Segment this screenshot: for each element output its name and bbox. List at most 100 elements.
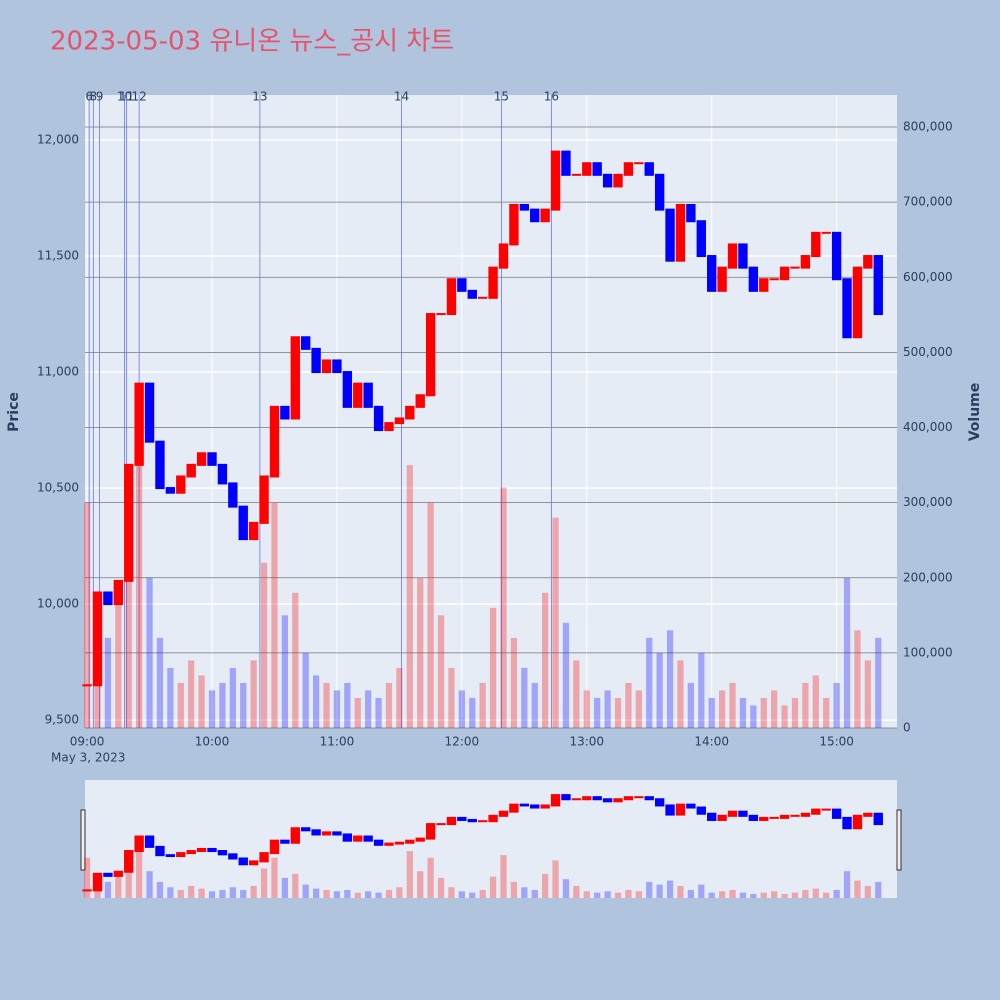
candle	[248, 521, 259, 541]
y-tick-label: 10,500	[37, 481, 79, 495]
candle	[592, 162, 602, 176]
candle	[571, 173, 582, 176]
mini-volume-bar	[469, 892, 476, 898]
mini-candle	[353, 835, 363, 842]
volume-bar	[125, 540, 132, 728]
range-handle[interactable]	[896, 809, 902, 871]
volume-bar	[156, 637, 164, 728]
volume-bar	[406, 465, 413, 728]
x-sublabel: May 3, 2023	[51, 751, 125, 765]
mini-candle	[488, 814, 498, 823]
mini-volume-bar	[323, 889, 330, 898]
candle	[238, 505, 248, 541]
candle	[134, 382, 144, 466]
candle	[613, 173, 623, 188]
candle	[321, 359, 332, 374]
mini-volume-bar	[542, 873, 549, 898]
candle	[759, 278, 769, 292]
volume-bar	[302, 652, 309, 728]
mini-candle	[144, 835, 155, 848]
volume-bar	[739, 697, 747, 728]
candle	[634, 162, 644, 165]
volume-bar	[729, 682, 736, 728]
mini-volume-bar	[552, 860, 559, 898]
range-slider[interactable]	[85, 780, 897, 898]
candle	[602, 173, 613, 188]
mini-candle	[405, 839, 415, 844]
candle	[82, 684, 92, 687]
volume-bar	[375, 697, 382, 728]
volume-bar	[385, 682, 393, 728]
mini-volume-bar	[604, 891, 611, 898]
volume-bar	[625, 682, 632, 728]
mini-volume-bar	[136, 837, 143, 898]
volume-bar	[875, 637, 882, 728]
event-label: 12	[131, 90, 146, 104]
volume-bar	[417, 577, 424, 728]
mini-candle	[196, 847, 207, 853]
mini-volume-bar	[104, 881, 112, 898]
mini-volume-bar	[292, 873, 299, 898]
volume-bar	[281, 615, 288, 728]
event-label: 16	[544, 90, 559, 104]
mini-volume-bar	[458, 891, 465, 898]
mini-volume-bar	[281, 877, 288, 898]
mini-volume-bar	[271, 857, 278, 898]
mini-candle	[790, 814, 800, 817]
y2-tick-label: 700,000	[903, 195, 953, 209]
volume-bar	[552, 517, 559, 728]
mini-candle	[738, 810, 748, 817]
range-handle[interactable]	[80, 809, 86, 871]
candle	[863, 255, 873, 269]
volume-bar	[698, 652, 705, 728]
candle	[269, 405, 280, 478]
mini-volume-bar	[771, 891, 778, 898]
mini-volume-bar	[823, 892, 830, 898]
mini-candle	[863, 812, 873, 817]
volume-bar	[562, 622, 570, 728]
candle	[550, 150, 561, 211]
mini-candle	[613, 798, 623, 803]
mini-candle	[280, 839, 290, 844]
candle	[363, 382, 373, 408]
volume-bar	[323, 682, 330, 728]
mini-candle	[634, 796, 644, 799]
volume-bar	[115, 592, 122, 728]
mini-candle	[644, 796, 654, 801]
mini-volume-bar	[791, 892, 799, 898]
mini-volume-bar	[188, 885, 195, 898]
volume-bar	[646, 637, 653, 728]
mini-candle	[155, 845, 165, 857]
mini-candle	[467, 818, 477, 823]
mini-candle	[103, 872, 113, 877]
x-tick-label: 14:00	[694, 735, 729, 749]
mini-volume-bar	[718, 891, 726, 898]
event-label: 11	[119, 90, 134, 104]
volume-bar	[802, 682, 809, 728]
volume-bar	[771, 690, 778, 728]
mini-candle	[373, 839, 384, 846]
volume-bar	[823, 697, 830, 728]
y2-tick-label: 100,000	[903, 645, 953, 659]
mini-volume-bar	[833, 889, 840, 898]
mini-candle	[415, 837, 425, 842]
mini-candle	[519, 803, 529, 807]
candle	[301, 336, 311, 350]
mini-volume-bar	[437, 877, 445, 898]
y2-tick-label: 500,000	[903, 345, 953, 359]
volume-bar	[240, 682, 247, 728]
mini-volume-bar	[510, 881, 518, 898]
mini-candle	[124, 850, 134, 873]
mini-volume-bar	[365, 891, 372, 898]
candle	[405, 405, 415, 420]
x-tick-label: 13:00	[569, 735, 604, 749]
candle	[394, 417, 405, 425]
candle	[228, 482, 238, 508]
volume-bar	[437, 615, 445, 728]
mini-volume-bar	[208, 891, 216, 898]
mini-volume-bar	[385, 889, 393, 898]
candle	[519, 203, 529, 211]
candle	[290, 336, 300, 420]
mini-candle	[602, 798, 613, 803]
volume-bar	[489, 607, 497, 728]
